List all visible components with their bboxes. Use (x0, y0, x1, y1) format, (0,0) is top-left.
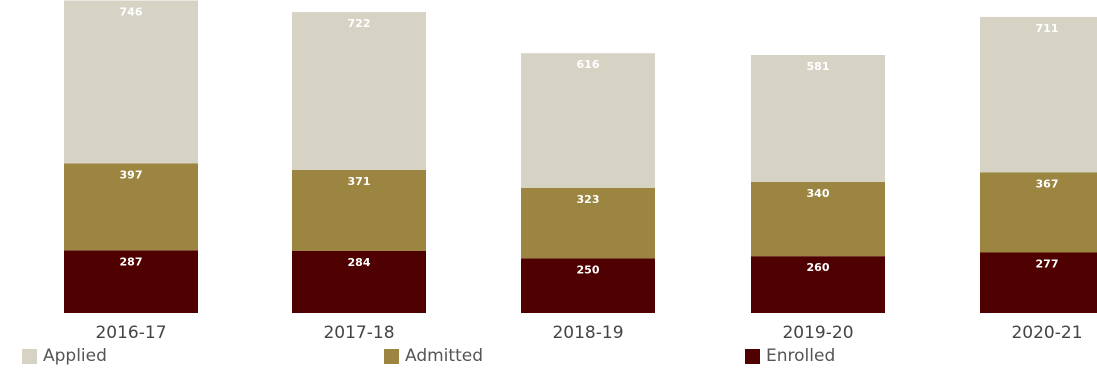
data-label-enrolled-2020-21: 277 (1036, 258, 1059, 271)
bar-admitted-2017-18 (292, 169, 426, 251)
legend-label-admitted: Admitted (405, 346, 483, 366)
bar-admitted-2019-20 (751, 181, 885, 257)
bar-admitted-2018-19 (521, 187, 655, 259)
legend: Applied Admitted Enrolled (0, 345, 1097, 367)
x-tick-label-2019-20: 2019-20 (782, 323, 853, 343)
data-label-enrolled-2019-20: 260 (807, 261, 830, 274)
legend-label-applied: Applied (43, 346, 107, 366)
bar-applied-2018-19 (521, 53, 655, 188)
data-label-applied-2019-20: 581 (807, 60, 830, 73)
bar-applied-2019-20 (751, 55, 885, 182)
data-label-admitted-2018-19: 323 (577, 193, 600, 206)
data-label-admitted-2020-21: 367 (1036, 177, 1059, 190)
x-tick-label-2018-19: 2018-19 (552, 323, 623, 343)
data-label-applied-2017-18: 722 (348, 17, 371, 30)
bar-enrolled-2019-20 (751, 256, 885, 313)
x-tick-label-2016-17: 2016-17 (95, 323, 166, 343)
data-label-enrolled-2017-18: 284 (348, 256, 371, 269)
legend-swatch-enrolled (745, 348, 760, 364)
data-label-admitted-2016-17: 397 (120, 169, 143, 182)
legend-item-enrolled: Enrolled (745, 345, 835, 367)
data-label-admitted-2019-20: 340 (807, 187, 830, 200)
data-label-applied-2020-21: 711 (1036, 22, 1059, 35)
bar-enrolled-2017-18 (292, 250, 426, 313)
data-label-admitted-2017-18: 371 (348, 175, 371, 188)
data-label-applied-2018-19: 616 (577, 58, 600, 71)
bar-enrolled-2020-21 (980, 252, 1097, 313)
stacked-bar-chart: 287 397 746 2016-17 284 371 722 2017-18 250 323 61… (64, 0, 1097, 343)
data-label-enrolled-2018-19: 250 (577, 263, 600, 276)
x-tick-label-2020-21: 2020-21 (1011, 323, 1082, 343)
x-tick-label-2017-18: 2017-18 (323, 323, 394, 343)
data-label-enrolled-2016-17: 287 (120, 255, 143, 268)
legend-swatch-applied (22, 348, 37, 364)
bar-admitted-2016-17 (64, 163, 198, 251)
legend-swatch-admitted (384, 348, 399, 364)
legend-label-enrolled: Enrolled (766, 346, 836, 366)
bar-enrolled-2018-19 (521, 258, 655, 313)
legend-item-applied: Applied (22, 345, 107, 367)
data-label-applied-2016-17: 746 (120, 6, 143, 19)
bar-applied-2020-21 (980, 16, 1097, 173)
bar-enrolled-2016-17 (64, 250, 198, 313)
bar-applied-2017-18 (292, 12, 426, 170)
bar-admitted-2020-21 (980, 172, 1097, 253)
bar-applied-2016-17 (64, 0, 198, 164)
legend-item-admitted: Admitted (384, 345, 483, 367)
